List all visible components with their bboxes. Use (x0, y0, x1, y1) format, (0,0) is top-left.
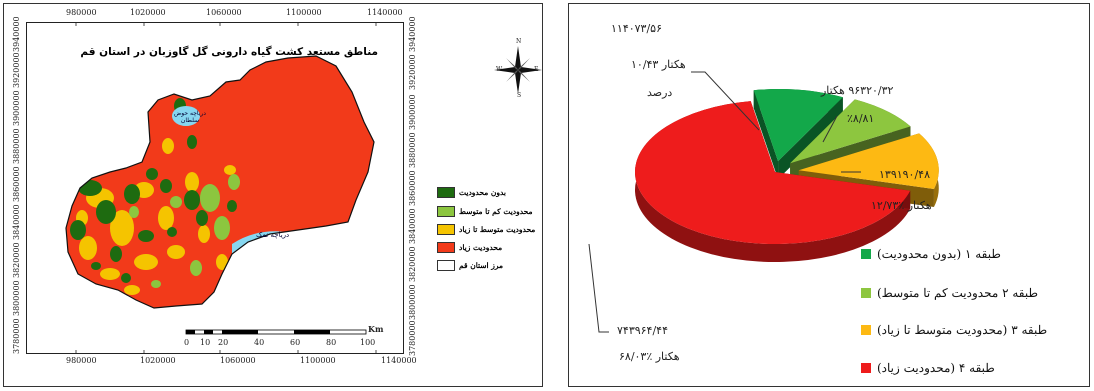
slice3-area-label: ۱۳۹۱۹۰/۴۸ (879, 168, 930, 181)
y-tick-right: 3800000 (408, 284, 417, 320)
x-tick-top: 1020000 (130, 8, 166, 17)
y-tick-right: 3900000 (408, 94, 417, 130)
slice4-area-label: ۷۴۳۹۶۴/۴۴ (617, 324, 668, 337)
scalebar-tick: 100 (360, 338, 376, 347)
slice4-pct-label: هکتار ٪۶۸/۰۳ (619, 350, 680, 363)
legend-swatch (437, 223, 455, 235)
pie-legend-swatch (861, 288, 871, 298)
map-frame (26, 22, 404, 354)
legend-label: مرز استان قم (459, 260, 504, 270)
x-tick-top: 980000 (66, 8, 97, 17)
map-panel: 980000 1020000 1060000 1100000 1140000 9… (3, 3, 543, 387)
slice2-pct-label: ٪۸/۸۱ (847, 112, 875, 125)
y-tick-left: 3900000 (12, 90, 21, 126)
compass-n: N (516, 38, 522, 45)
leader-lines (588, 71, 861, 333)
compass-w: W (496, 66, 503, 73)
pie-legend-item: طبقه ۴ (محدودیت زیاد) (861, 361, 995, 375)
legend-swatch (437, 186, 455, 198)
y-tick-left: 3860000 (12, 166, 21, 202)
pie-legend-swatch (861, 249, 871, 259)
pie-slice-wall (753, 90, 779, 180)
slice1-area-label: ۱۱۴۰۷۳/۵۶ (611, 22, 662, 35)
leader-line (822, 115, 838, 143)
pie-slice-3 (798, 133, 939, 189)
legend-swatch (437, 205, 455, 217)
y-tick-right: 3840000 (408, 208, 417, 244)
pie-slice-2 (790, 99, 911, 164)
y-tick-left: 3780000 (12, 318, 21, 354)
pie-legend-label: طبقه ۲ محدودیت کم تا متوسط) (877, 286, 1039, 300)
y-tick-left: 3940000 (12, 16, 21, 52)
legend-item: محدودیت متوسط تا زیاد (437, 223, 535, 235)
pie-legend-label: طبقه ۴ (محدودیت زیاد) (877, 361, 995, 375)
legend-label: محدودیت متوسط تا زیاد (459, 224, 536, 234)
map-title: مناطق مستعد کشت گیاه دارونی گل گاوزبان د… (80, 46, 378, 58)
pie-legend-label: طبقه ۱ (بدون محدودیت) (877, 247, 1001, 261)
slice1-pct-label: هکتار ۱۰/۴۳ (631, 58, 686, 71)
leader-line (691, 71, 760, 131)
slice1-unit-label: درصد (647, 86, 673, 99)
pie-legend-swatch (861, 325, 871, 335)
pie-legend-item: طبقه ۱ (بدون محدودیت) (861, 247, 1001, 261)
legend-label: بدون محدودیت (459, 187, 506, 197)
slice3-pct-label: هکتار ٪۱۲/۷۳ (871, 199, 932, 212)
legend-label: محدودیت کم تا متوسط (459, 206, 533, 216)
lake-north (172, 106, 200, 126)
y-tick-right: 3920000 (408, 54, 417, 90)
x-tick-top: 1100000 (286, 8, 322, 17)
pie-legend-swatch (861, 363, 871, 373)
scalebar-tick: 60 (290, 338, 301, 347)
legend-item: محدودیت کم تا متوسط (437, 205, 533, 217)
y-tick-right: 3820000 (408, 246, 417, 282)
slice2-area-label: ۹۶۳۲۰/۳۲ هکتار (821, 84, 894, 97)
y-tick-right: 3860000 (408, 170, 417, 206)
legend-swatch (437, 241, 455, 253)
legend-item: بدون محدودیت (437, 186, 506, 198)
pie-legend-item: طبقه ۳ (محدودیت متوسط تا زیاد) (861, 323, 1047, 337)
leader-line (588, 243, 609, 333)
y-tick-left: 3800000 (12, 280, 21, 316)
y-tick-right: 3780000 (408, 320, 417, 356)
pie-legend-item: طبقه ۲ محدودیت کم تا متوسط) (861, 286, 1038, 300)
pie-slice-4 (635, 101, 911, 244)
graticule-ticks (75, 22, 377, 354)
y-tick-left: 3920000 (12, 52, 21, 88)
x-tick-bottom: 1060000 (220, 356, 256, 365)
x-tick-bottom: 1020000 (140, 356, 176, 365)
x-tick-bottom: 980000 (66, 356, 97, 365)
x-tick-top: 1060000 (206, 8, 242, 17)
y-tick-right: 3940000 (408, 16, 417, 52)
scalebar-tick: 20 (218, 338, 229, 347)
y-tick-left: 3820000 (12, 242, 21, 278)
lake-south-label: دریاچه نمک (256, 231, 290, 239)
x-tick-bottom: 1100000 (300, 356, 336, 365)
x-tick-top: 1140000 (367, 8, 403, 17)
pie-chart (588, 71, 939, 333)
pie-slice-wall (778, 97, 843, 180)
y-tick-left: 3840000 (12, 204, 21, 240)
legend-label: محدودیت زیاد (459, 242, 503, 252)
compass-rose-icon (494, 46, 542, 94)
scalebar-tick: 40 (254, 338, 265, 347)
x-tick-bottom: 1140000 (381, 356, 417, 365)
scalebar-bar (185, 329, 367, 335)
scalebar-tick: 0 (184, 338, 190, 347)
lake-north-label: دریاچه حوض سلطان (174, 110, 206, 124)
pie-legend-label: طبقه ۳ (محدودیت متوسط تا زیاد) (877, 323, 1048, 337)
pie-slice-1 (753, 89, 843, 162)
chart-panel: ۱۱۴۰۷۳/۵۶ هکتار ۱۰/۴۳ درصد ۹۶۳۲۰/۳۲ هکتا… (568, 3, 1090, 387)
compass-e: E (534, 66, 539, 73)
y-tick-left: 3880000 (12, 128, 21, 164)
compass-s: S (517, 92, 522, 99)
scalebar-unit: Km (368, 324, 384, 334)
scalebar-tick: 80 (326, 338, 337, 347)
scalebar-tick: 10 (200, 338, 211, 347)
y-tick-right: 3880000 (408, 132, 417, 168)
legend-swatch (437, 259, 455, 271)
legend-item: مرز استان قم (437, 259, 503, 271)
legend-item: محدودیت زیاد (437, 241, 502, 253)
province-boundary (65, 55, 375, 309)
